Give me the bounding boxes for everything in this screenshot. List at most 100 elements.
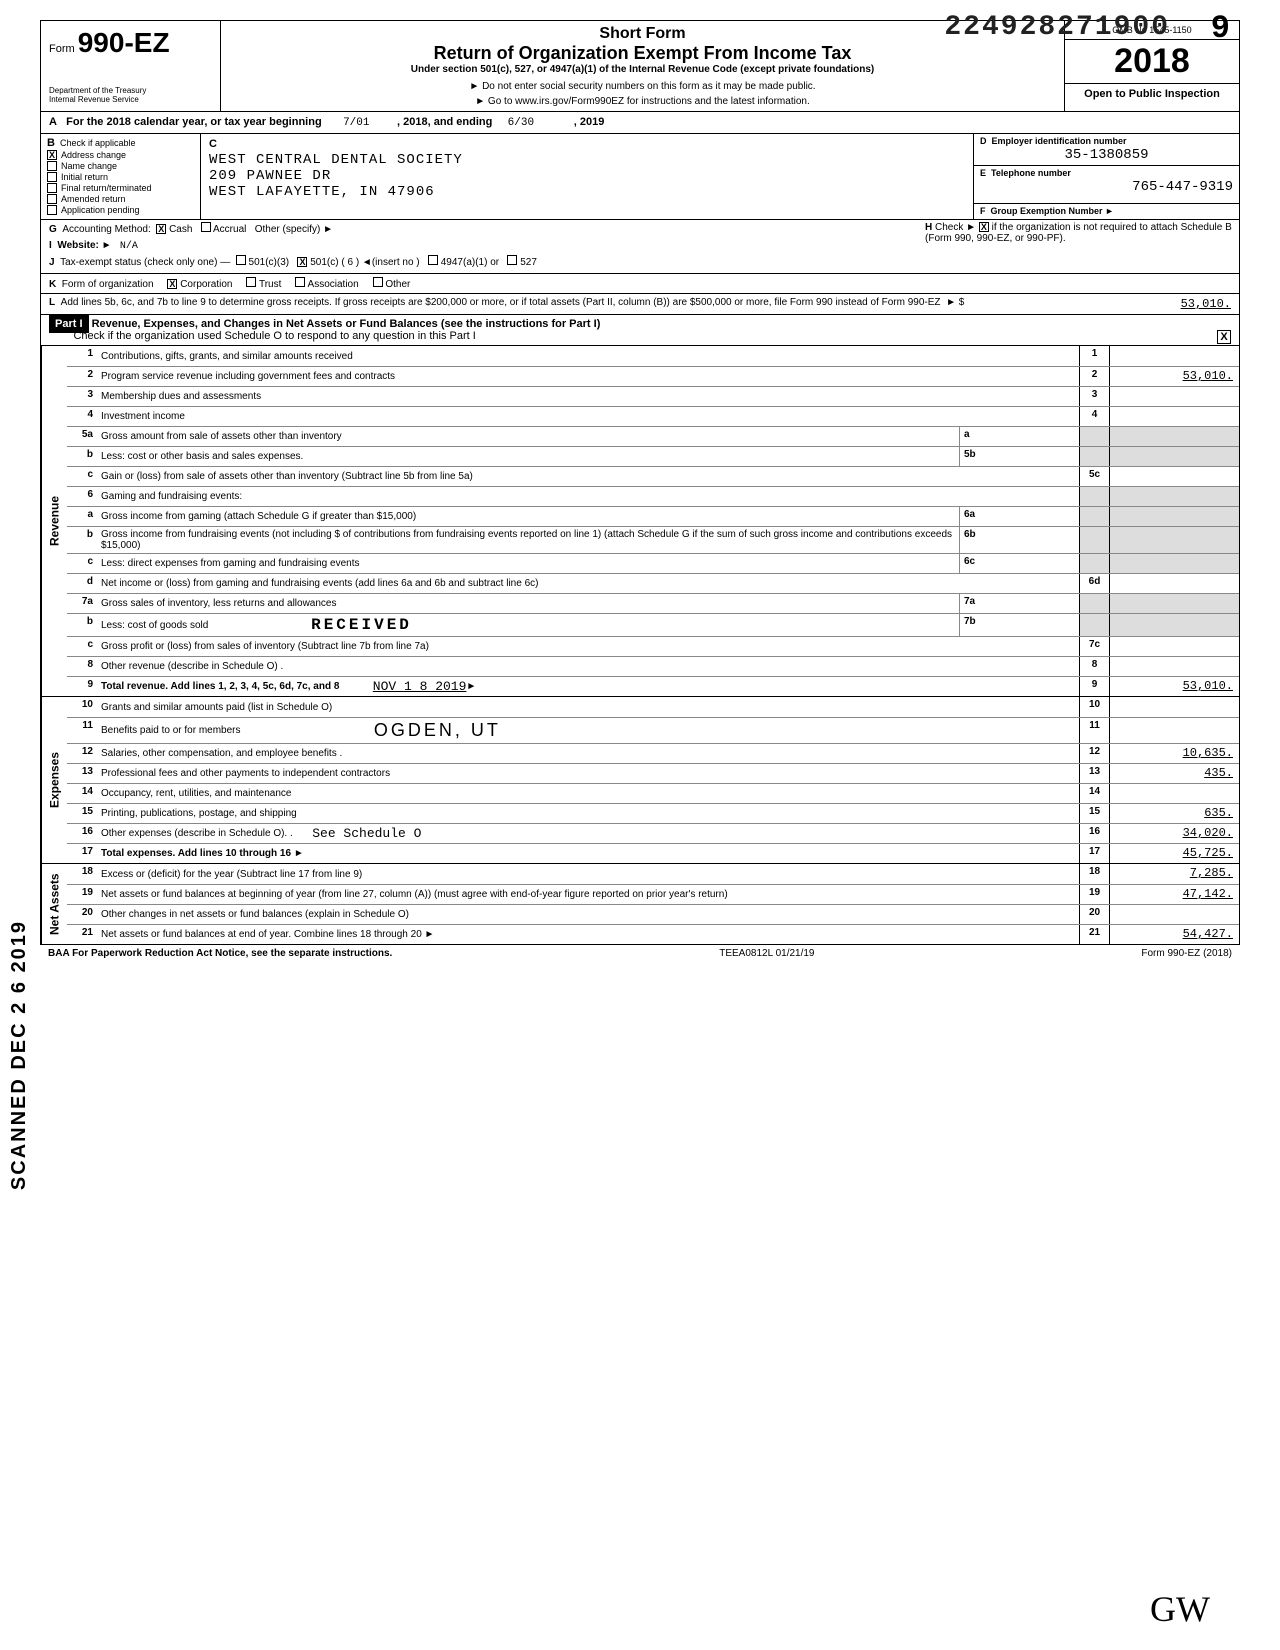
amount-cell: 34,020. — [1109, 824, 1239, 843]
amount-cell: 7,285. — [1109, 864, 1239, 884]
amount-cell — [1109, 346, 1239, 366]
form-line: 15 Printing, publications, postage, and … — [67, 803, 1239, 823]
form-line: 2 Program service revenue including gove… — [67, 366, 1239, 386]
line-a: A For the 2018 calendar year, or tax yea… — [40, 112, 1240, 134]
checkbox[interactable] — [47, 205, 57, 215]
title-main: Return of Organization Exempt From Incom… — [227, 43, 1058, 64]
form-line: 3 Membership dues and assessments 3 — [67, 386, 1239, 406]
form-line: d Net income or (loss) from gaming and f… — [67, 573, 1239, 593]
checkbox[interactable] — [47, 183, 57, 193]
amount-cell: 45,725. — [1109, 844, 1239, 863]
received-date: NOV 1 8 2019 — [373, 679, 467, 694]
amount-cell: 47,142. — [1109, 885, 1239, 904]
part1-check[interactable]: X — [1217, 330, 1231, 344]
amount-cell — [1109, 574, 1239, 593]
checkbox-label: Name change — [61, 161, 117, 171]
form-line: 6 Gaming and fundraising events: — [67, 486, 1239, 506]
revenue-label: Revenue — [41, 346, 67, 696]
527-checkbox[interactable] — [507, 255, 517, 265]
cash-checkbox[interactable]: X — [156, 224, 166, 234]
form-line: 17 Total expenses. Add lines 10 through … — [67, 843, 1239, 863]
row-l: L Add lines 5b, 6c, and 7b to line 9 to … — [40, 294, 1240, 315]
netassets-label: Net Assets — [41, 864, 67, 944]
checkbox-row: Initial return — [47, 172, 194, 182]
checkbox-row: X Address change — [47, 150, 194, 160]
checkbox-label: Final return/terminated — [61, 183, 152, 193]
amount-cell — [1109, 637, 1239, 656]
form-line: b Gross income from fundraising events (… — [67, 526, 1239, 553]
footer-right: Form 990-EZ (2018) — [1141, 948, 1232, 959]
scanned-side-stamp: SCANNED DEC 2 6 2019 — [8, 920, 31, 1190]
checkbox-row: Name change — [47, 161, 194, 171]
amount-cell: 53,010. — [1109, 677, 1239, 696]
stamp-digit: 9 — [1211, 10, 1230, 47]
org-name: WEST CENTRAL DENTAL SOCIETY — [209, 152, 965, 168]
form-line: c Less: direct expenses from gaming and … — [67, 553, 1239, 573]
section-b-legend: Check if applicable — [60, 138, 136, 148]
amount-cell: 435. — [1109, 764, 1239, 783]
form-line: b Less: cost of goods sold RECEIVED 7b — [67, 613, 1239, 636]
org-addr2: WEST LAFAYETTE, IN 47906 — [209, 184, 965, 200]
entity-block: B Check if applicable X Address changeNam… — [40, 134, 1240, 220]
amount-cell — [1109, 467, 1239, 486]
page-footer: BAA For Paperwork Reduction Act Notice, … — [40, 944, 1240, 962]
checkbox[interactable] — [47, 161, 57, 171]
gross-receipts: 53,010. — [1081, 297, 1231, 311]
form-line: 18 Excess or (deficit) for the year (Sub… — [67, 864, 1239, 884]
amount-cell — [1109, 407, 1239, 426]
section-b-label: B — [47, 137, 55, 149]
assoc-checkbox[interactable] — [295, 277, 305, 287]
dln-stamp: 224928271900 — [944, 12, 1170, 43]
goto-url: ► Go to www.irs.gov/Form990EZ for instru… — [227, 96, 1058, 107]
sched-b-checkbox[interactable]: X — [979, 222, 989, 232]
checkbox[interactable]: X — [47, 150, 57, 160]
501c-checkbox[interactable]: X — [297, 257, 307, 267]
4947-checkbox[interactable] — [428, 255, 438, 265]
amount-cell — [1109, 905, 1239, 924]
accrual-checkbox[interactable] — [201, 222, 211, 232]
form-line: 5a Gross amount from sale of assets othe… — [67, 426, 1239, 446]
checkbox-row: Final return/terminated — [47, 183, 194, 193]
checkbox-label: Application pending — [61, 205, 140, 215]
website: N/A — [120, 241, 138, 252]
form-line: 20 Other changes in net assets or fund b… — [67, 904, 1239, 924]
org-addr1: 209 PAWNEE DR — [209, 168, 965, 184]
amount-cell — [1109, 697, 1239, 717]
trust-checkbox[interactable] — [246, 277, 256, 287]
form-line: c Gross profit or (loss) from sales of i… — [67, 636, 1239, 656]
form-line: 4 Investment income 4 — [67, 406, 1239, 426]
amount-cell — [1109, 387, 1239, 406]
form-number: Form 990-EZ — [49, 27, 212, 59]
form-line: 14 Occupancy, rent, utilities, and maint… — [67, 783, 1239, 803]
checkbox-label: Initial return — [61, 172, 108, 182]
checkbox-row: Application pending — [47, 205, 194, 215]
form-line: 19 Net assets or fund balances at beginn… — [67, 884, 1239, 904]
section-c-label: C — [209, 138, 965, 150]
amount-cell: 54,427. — [1109, 925, 1239, 944]
form-line: 7a Gross sales of inventory, less return… — [67, 593, 1239, 613]
form-line: 12 Salaries, other compensation, and emp… — [67, 743, 1239, 763]
corp-checkbox[interactable]: X — [167, 279, 177, 289]
other-checkbox[interactable] — [373, 277, 383, 287]
checkbox-label: Address change — [61, 150, 126, 160]
form-line: a Gross income from gaming (attach Sched… — [67, 506, 1239, 526]
amount-cell: 635. — [1109, 804, 1239, 823]
form-line: 13 Professional fees and other payments … — [67, 763, 1239, 783]
form-line: c Gain or (loss) from sale of assets oth… — [67, 466, 1239, 486]
expenses-label: Expenses — [41, 697, 67, 863]
received-stamp: RECEIVED — [311, 616, 412, 634]
form-line: b Less: cost or other basis and sales ex… — [67, 446, 1239, 466]
form-line: 1 Contributions, gifts, grants, and simi… — [67, 346, 1239, 366]
expenses-section: Expenses 10 Grants and similar amounts p… — [40, 697, 1240, 864]
checkbox[interactable] — [47, 172, 57, 182]
dept-treasury: Department of the Treasury Internal Reve… — [49, 87, 212, 105]
form-line: 16 Other expenses (describe in Schedule … — [67, 823, 1239, 843]
checkbox[interactable] — [47, 194, 57, 204]
warning: ► Do not enter social security numbers o… — [227, 81, 1058, 92]
amount-cell — [1109, 784, 1239, 803]
title-short: Short Form — [227, 25, 1058, 43]
501c3-checkbox[interactable] — [236, 255, 246, 265]
footer-mid: TEEA0812L 01/21/19 — [719, 948, 814, 959]
part1-header: Part I Revenue, Expenses, and Changes in… — [40, 315, 1240, 346]
ein: 35-1380859 — [980, 147, 1233, 163]
